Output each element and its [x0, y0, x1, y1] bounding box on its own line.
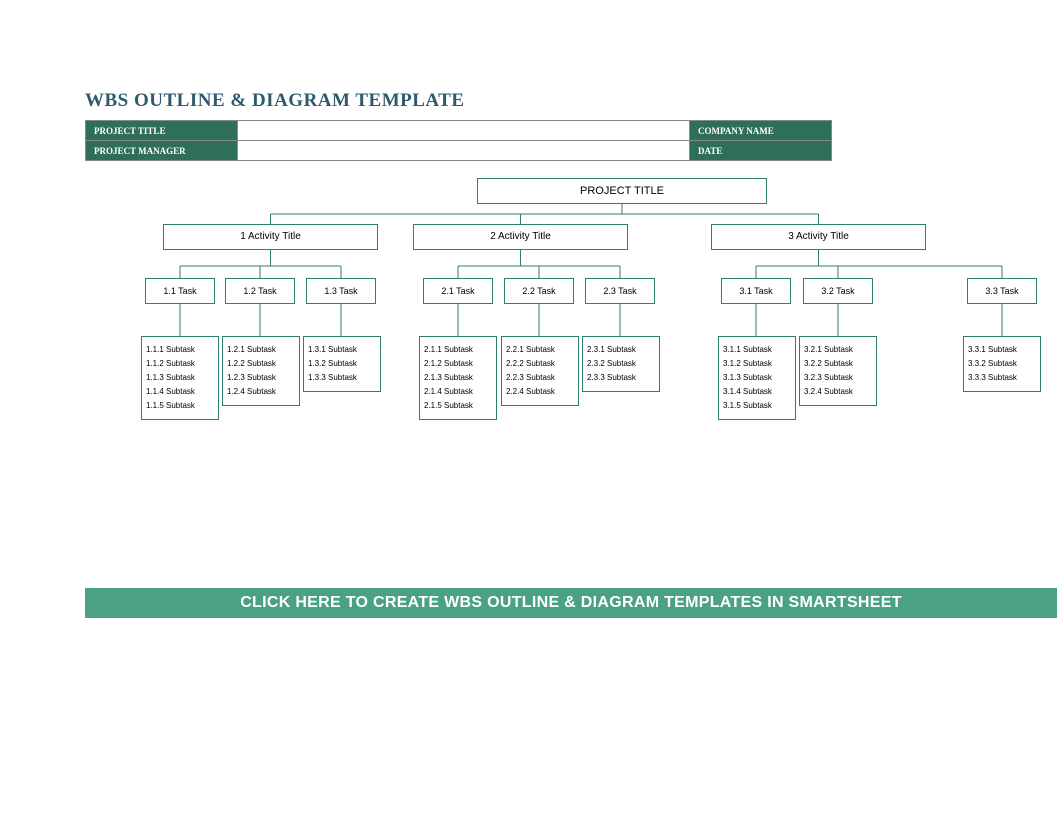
subtask-item: 2.2.3 Subtask	[506, 371, 574, 385]
subtask-box: 2.2.1 Subtask2.2.2 Subtask2.2.3 Subtask2…	[501, 336, 579, 406]
subtask-box: 3.1.1 Subtask3.1.2 Subtask3.1.3 Subtask3…	[718, 336, 796, 420]
cta-banner[interactable]: CLICK HERE TO CREATE WBS OUTLINE & DIAGR…	[85, 588, 1057, 618]
subtask-item: 3.2.1 Subtask	[804, 343, 872, 357]
subtask-item: 2.1.4 Subtask	[424, 385, 492, 399]
subtask-box: 2.3.1 Subtask2.3.2 Subtask2.3.3 Subtask	[582, 336, 660, 392]
subtask-item: 3.2.4 Subtask	[804, 385, 872, 399]
subtask-item: 1.2.4 Subtask	[227, 385, 295, 399]
subtask-item: 1.1.1 Subtask	[146, 343, 214, 357]
company-name-label: COMPANY NAME	[690, 121, 832, 141]
task-node: 3.3 Task	[967, 278, 1037, 304]
subtask-item: 3.1.3 Subtask	[723, 371, 791, 385]
subtask-item: 2.1.3 Subtask	[424, 371, 492, 385]
subtask-item: 3.1.2 Subtask	[723, 357, 791, 371]
activity-node: 3 Activity Title	[711, 224, 926, 250]
subtask-item: 3.3.3 Subtask	[968, 371, 1036, 385]
wbs-diagram: PROJECT TITLE 1 Activity Title 2 Activity …	[85, 178, 1057, 468]
task-node: 2.2 Task	[504, 278, 574, 304]
subtask-box: 1.3.1 Subtask1.3.2 Subtask1.3.3 Subtask	[303, 336, 381, 392]
project-title-label: PROJECT TITLE	[86, 121, 238, 141]
subtask-item: 2.2.1 Subtask	[506, 343, 574, 357]
task-node: 2.3 Task	[585, 278, 655, 304]
subtask-item: 2.3.3 Subtask	[587, 371, 655, 385]
root-node: PROJECT TITLE	[477, 178, 767, 204]
task-node: 2.1 Task	[423, 278, 493, 304]
task-node: 1.3 Task	[306, 278, 376, 304]
subtask-item: 3.2.2 Subtask	[804, 357, 872, 371]
subtask-item: 2.2.2 Subtask	[506, 357, 574, 371]
subtask-item: 1.1.5 Subtask	[146, 399, 214, 413]
subtask-box: 3.3.1 Subtask3.3.2 Subtask3.3.3 Subtask	[963, 336, 1041, 392]
subtask-item: 1.2.1 Subtask	[227, 343, 295, 357]
subtask-item: 1.2.3 Subtask	[227, 371, 295, 385]
subtask-box: 1.2.1 Subtask1.2.2 Subtask1.2.3 Subtask1…	[222, 336, 300, 406]
subtask-item: 1.3.3 Subtask	[308, 371, 376, 385]
subtask-item: 1.1.2 Subtask	[146, 357, 214, 371]
page-title: WBS OUTLINE & DIAGRAM TEMPLATE	[85, 90, 465, 112]
subtask-item: 3.3.2 Subtask	[968, 357, 1036, 371]
subtask-item: 1.1.3 Subtask	[146, 371, 214, 385]
project-manager-label: PROJECT MANAGER	[86, 141, 238, 161]
subtask-item: 3.1.1 Subtask	[723, 343, 791, 357]
task-node: 1.2 Task	[225, 278, 295, 304]
subtask-box: 2.1.1 Subtask2.1.2 Subtask2.1.3 Subtask2…	[419, 336, 497, 420]
subtask-item: 2.1.2 Subtask	[424, 357, 492, 371]
task-node: 3.1 Task	[721, 278, 791, 304]
subtask-item: 2.1.1 Subtask	[424, 343, 492, 357]
subtask-item: 1.1.4 Subtask	[146, 385, 214, 399]
subtask-item: 1.3.1 Subtask	[308, 343, 376, 357]
subtask-item: 3.2.3 Subtask	[804, 371, 872, 385]
header-table: PROJECT TITLE COMPANY NAME PROJECT MANAG…	[85, 120, 832, 161]
subtask-item: 3.1.4 Subtask	[723, 385, 791, 399]
subtask-box: 1.1.1 Subtask1.1.2 Subtask1.1.3 Subtask1…	[141, 336, 219, 420]
subtask-box: 3.2.1 Subtask3.2.2 Subtask3.2.3 Subtask3…	[799, 336, 877, 406]
subtask-item: 3.3.1 Subtask	[968, 343, 1036, 357]
task-node: 3.2 Task	[803, 278, 873, 304]
subtask-item: 2.1.5 Subtask	[424, 399, 492, 413]
project-title-value[interactable]	[238, 121, 690, 141]
subtask-item: 1.3.2 Subtask	[308, 357, 376, 371]
task-node: 1.1 Task	[145, 278, 215, 304]
activity-node: 1 Activity Title	[163, 224, 378, 250]
subtask-item: 2.3.1 Subtask	[587, 343, 655, 357]
subtask-item: 1.2.2 Subtask	[227, 357, 295, 371]
subtask-item: 2.3.2 Subtask	[587, 357, 655, 371]
project-manager-value[interactable]	[238, 141, 690, 161]
subtask-item: 2.2.4 Subtask	[506, 385, 574, 399]
subtask-item: 3.1.5 Subtask	[723, 399, 791, 413]
date-label: DATE	[690, 141, 832, 161]
activity-node: 2 Activity Title	[413, 224, 628, 250]
